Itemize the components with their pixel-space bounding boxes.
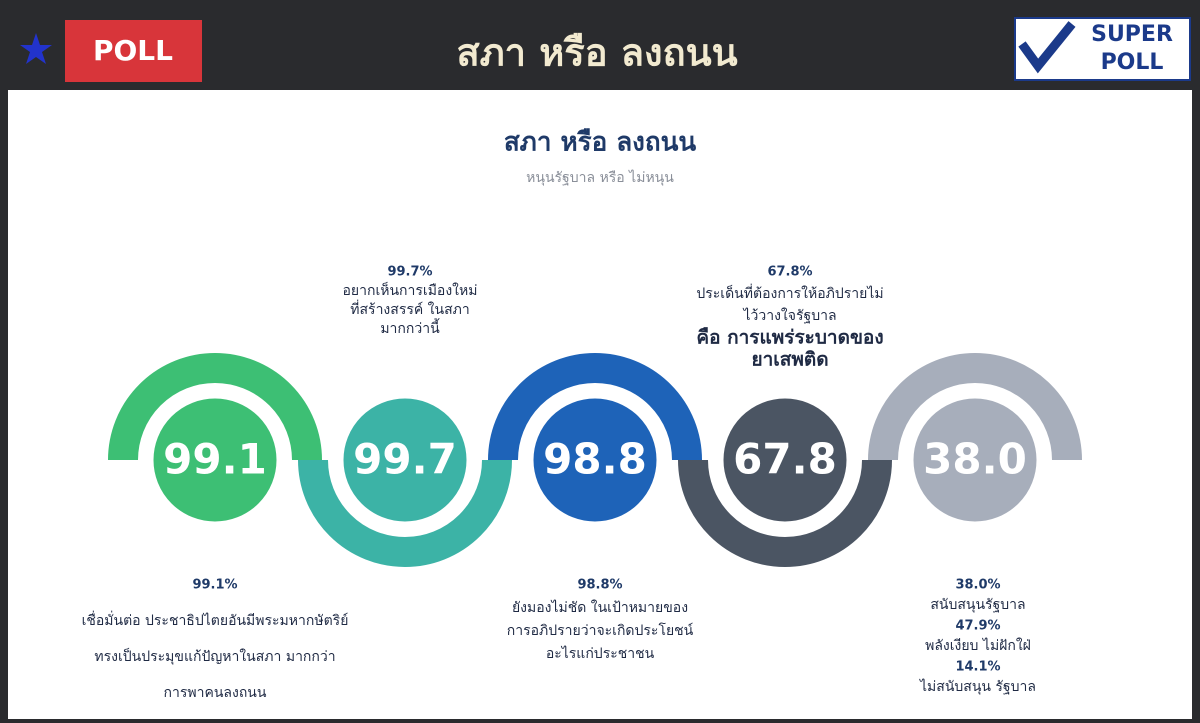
note-percent: 99.7%	[387, 265, 432, 280]
note-text: ประเด็นที่ต้องการให้อภิปรายไม่	[696, 284, 883, 302]
note-text: พลังเงียบ ไม่ฝักใฝ่	[925, 637, 1031, 654]
note-text: อยากเห็นการเมืองใหม่	[343, 281, 478, 299]
panel-title: สภา หรือ ลงถนน	[504, 128, 697, 158]
circle-value: 99.7	[353, 435, 457, 484]
logo-check	[1018, 21, 1076, 74]
note-text: ยังมองไม่ชัด ในเป้าหมายของ	[512, 599, 688, 616]
note-text: ไม่สนับสนุน รัฐบาล	[919, 678, 1036, 695]
note-text: อะไรแก่ประชาชน	[546, 645, 655, 662]
note-percent: 38.0%	[955, 578, 1000, 593]
note-text: เชื่อมั่นต่อ ประชาธิปไตยอันมีพระมหากษัตร…	[82, 611, 349, 629]
note-percent: 98.8%	[577, 578, 622, 593]
note-percent: 47.9%	[955, 619, 1000, 634]
logo-bottom: POLL	[1101, 50, 1164, 75]
note-text: มากกว่านี้	[380, 318, 440, 337]
note-text: การอภิปรายว่าจะเกิดประโยชน์	[507, 622, 694, 639]
header-title: สภา หรือ ลงถนน	[456, 31, 737, 75]
note-percent: 67.8%	[767, 265, 812, 280]
circle-value: 38.0	[923, 435, 1027, 484]
note-text: ที่สร้างสรรค์ ในสภา	[350, 300, 469, 318]
note-text: ยาเสพติด	[751, 349, 828, 371]
wave-arc	[298, 459, 512, 567]
note-text: การพาคนลงถนน	[164, 685, 267, 701]
logo-box	[1014, 17, 1191, 81]
value-circle	[148, 393, 282, 527]
note-percent: 99.1%	[192, 578, 237, 593]
value-circle	[528, 393, 662, 527]
note-text: คือ การแพร่ระบาดของ	[696, 327, 883, 349]
badge-text: POLL	[93, 34, 173, 67]
poll-badge	[65, 20, 202, 82]
star-icon	[20, 33, 52, 64]
value-circle	[338, 393, 472, 527]
wave-arc	[488, 353, 702, 461]
note-percent: 14.1%	[955, 660, 1000, 675]
value-circle	[718, 393, 852, 527]
note-text: ไว้วางใจรัฐบาล	[742, 307, 836, 324]
value-circle	[908, 393, 1042, 527]
wave-arc	[108, 353, 322, 461]
circle-value: 67.8	[733, 435, 837, 484]
note-text: สนับสนุนรัฐบาล	[930, 597, 1025, 613]
circle-value: 99.1	[163, 435, 267, 484]
wave-arc	[678, 459, 892, 567]
note-text: ทรงเป็นประมุขแก้ปัญหาในสภา มากกว่า	[94, 647, 335, 665]
wave-arc	[868, 353, 1082, 461]
circle-value: 98.8	[543, 435, 647, 484]
logo-top: SUPER	[1091, 22, 1173, 47]
panel-subtitle: หนุนรัฐบาล หรือ ไม่หนุน	[526, 169, 674, 186]
